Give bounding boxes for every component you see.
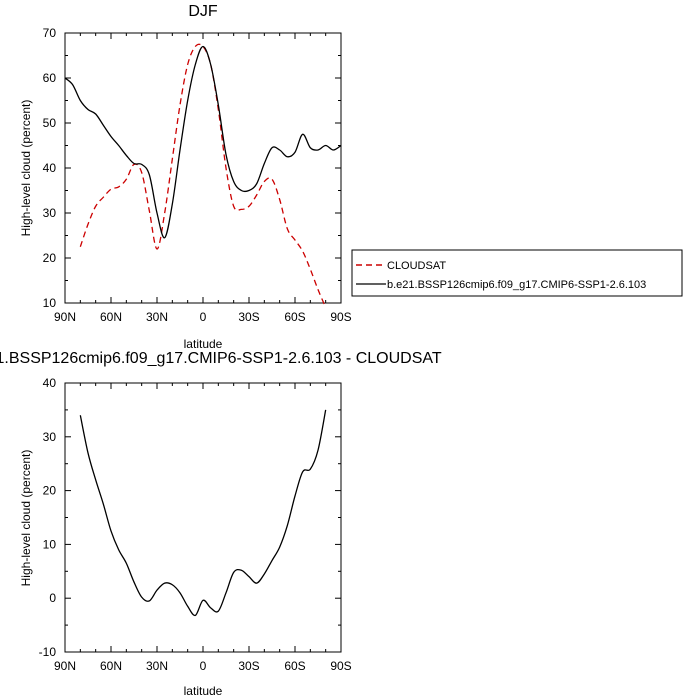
upper-x-tick-label: 60N [100, 310, 122, 324]
legend-label-model: b.e21.BSSP126cmip6.f09_g17.CMIP6-SSP1-2.… [387, 279, 646, 291]
upper-y-tick-label: 10 [43, 296, 57, 310]
lower-x-tick-label: 60S [284, 659, 305, 673]
upper-plot-xlabel: latitude [184, 337, 223, 351]
upper-plot-title: DJF [188, 3, 218, 20]
lower-plot-title: b.e21.BSSP126cmip6.f09_g17.CMIP6-SSP1-2.… [0, 350, 442, 367]
lower-y-tick-label: 30 [43, 430, 57, 444]
lower-y-tick-label: 10 [43, 537, 57, 551]
upper-plot: DJF latitude High-level cloud (percent) … [19, 3, 352, 351]
upper-x-tick-label: 0 [200, 310, 207, 324]
lower-x-tick-label: 30S [238, 659, 259, 673]
upper-plot-ylabel: High-level cloud (percent) [19, 100, 33, 237]
upper-series-line-1 [64, 45, 342, 239]
legend: CLOUDSAT b.e21.BSSP126cmip6.f09_g17.CMIP… [351, 249, 683, 297]
upper-y-tick-label: 60 [43, 71, 57, 85]
upper-x-tick-label: 90S [330, 310, 351, 324]
legend-box [351, 249, 683, 297]
upper-y-tick-label: 30 [43, 206, 57, 220]
lower-x-tick-label: 90N [54, 659, 76, 673]
lower-x-tick-label: 30N [146, 659, 168, 673]
upper-x-tick-label: 90N [54, 310, 76, 324]
lower-y-tick-label: 20 [43, 484, 57, 498]
lower-y-tick-label: -10 [39, 645, 57, 659]
lower-x-tick-label: 60N [100, 659, 122, 673]
upper-x-tick-label: 30N [146, 310, 168, 324]
lower-plot-xlabel: latitude [184, 684, 223, 698]
lower-x-tick-label: 0 [200, 659, 207, 673]
upper-x-tick-label: 60S [284, 310, 305, 324]
lower-plot-frame [64, 382, 342, 653]
upper-x-tick-label: 30S [238, 310, 259, 324]
lower-series-line-0 [79, 409, 327, 617]
lower-plot-ylabel: High-level cloud (percent) [19, 450, 33, 587]
lower-y-tick-label: 0 [49, 591, 56, 605]
lower-plot: b.e21.BSSP126cmip6.f09_g17.CMIP6-SSP1-2.… [0, 350, 442, 698]
legend-label-cloudsat: CLOUDSAT [387, 260, 446, 272]
upper-y-tick-label: 70 [43, 26, 57, 40]
lower-y-tick-label: 40 [43, 376, 57, 390]
lower-x-tick-label: 90S [330, 659, 351, 673]
upper-y-tick-label: 50 [43, 116, 57, 130]
upper-y-tick-label: 40 [43, 161, 57, 175]
upper-plot-frame [64, 32, 342, 304]
upper-series-line-0 [79, 43, 327, 308]
upper-y-tick-label: 20 [43, 251, 57, 265]
